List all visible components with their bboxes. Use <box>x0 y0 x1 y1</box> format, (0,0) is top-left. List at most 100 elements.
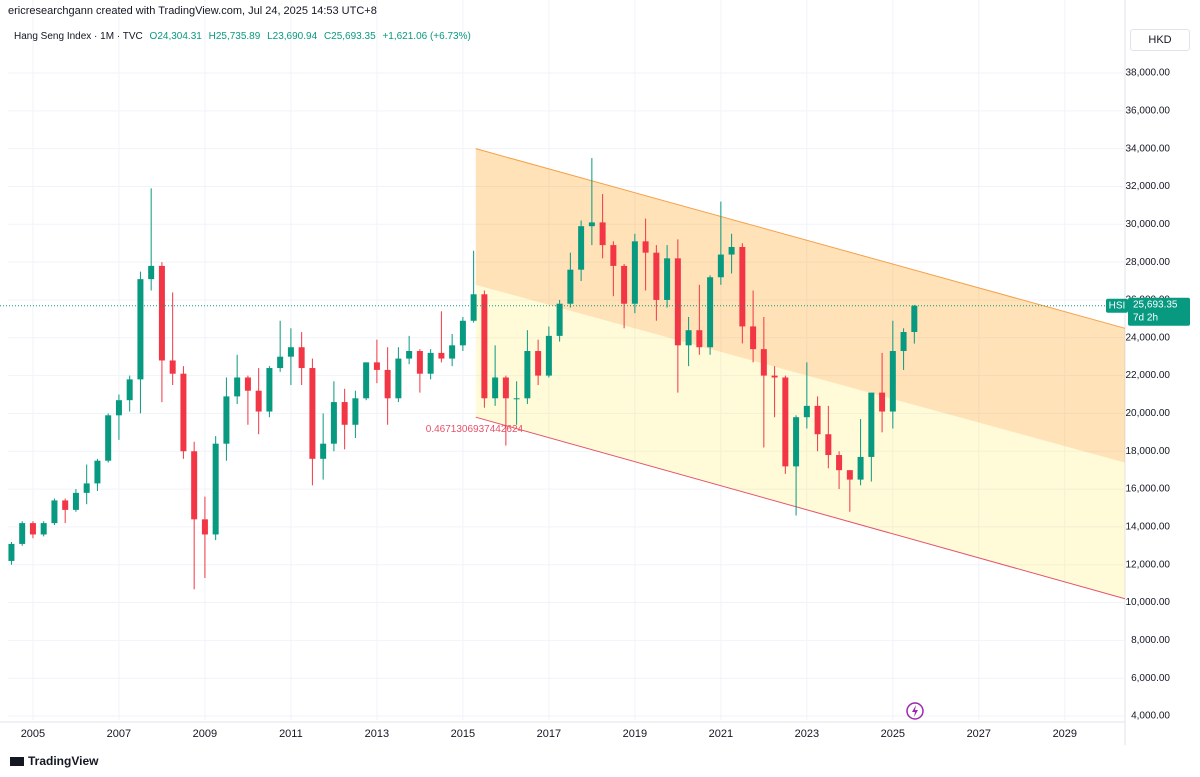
candle-body <box>94 460 101 484</box>
candle-body <box>610 245 617 266</box>
candle-body <box>416 351 423 374</box>
candle-body <box>158 265 165 361</box>
candle-body <box>803 405 810 418</box>
candle-body <box>631 241 638 304</box>
candle-body <box>481 294 488 399</box>
candle-body <box>363 362 370 399</box>
candle-body <box>287 347 294 357</box>
candle-body <box>556 303 563 336</box>
channel-upper-band <box>475 148 1125 463</box>
candle-body <box>535 351 542 376</box>
x-tick-label: 2015 <box>451 728 475 740</box>
candle-body <box>309 368 316 459</box>
candle-body <box>191 451 198 520</box>
candle-body <box>137 279 144 380</box>
candle-body <box>717 254 724 278</box>
x-tick-label: 2027 <box>967 728 991 740</box>
candle-body <box>180 373 187 452</box>
candle-body <box>685 330 692 346</box>
candle-body <box>492 377 499 399</box>
candle-body <box>51 500 58 524</box>
channel-lower-band <box>475 284 1125 599</box>
candle-body <box>513 398 520 400</box>
x-tick-label: 2009 <box>193 728 217 740</box>
candle-body <box>244 377 251 391</box>
y-tick-label: 4,000.00 <box>1131 711 1170 722</box>
candle-body <box>524 351 531 399</box>
brand[interactable]: TradingView <box>10 754 98 768</box>
x-tick-label: 2029 <box>1053 728 1077 740</box>
candle-body <box>384 369 391 399</box>
candle-body <box>750 326 757 350</box>
candle-body <box>642 241 649 253</box>
candle-body <box>320 443 327 459</box>
candle-body <box>879 392 886 412</box>
candle-body <box>449 345 456 359</box>
x-tick-label: 2005 <box>21 728 45 740</box>
candle-body <box>212 443 219 535</box>
y-tick-label: 22,000.00 <box>1126 370 1171 381</box>
candle-body <box>793 417 800 467</box>
candle-body <box>105 415 112 461</box>
candle-body <box>588 222 595 227</box>
x-tick-label: 2017 <box>537 728 561 740</box>
alert-icon-bolt <box>912 705 918 717</box>
price-tag <box>1128 297 1190 326</box>
candle-body <box>169 360 176 374</box>
candle-body <box>739 246 746 327</box>
candle-body <box>438 352 445 359</box>
candle-body <box>836 455 843 471</box>
candle-body <box>427 352 434 374</box>
candle-body <box>470 294 477 321</box>
candle-body <box>40 523 47 535</box>
low: L23,690.94 <box>267 31 318 42</box>
y-tick-label: 10,000.00 <box>1126 597 1171 608</box>
candle-body <box>578 226 585 270</box>
candle-body <box>707 277 714 348</box>
candle-body <box>545 335 552 376</box>
candle-body <box>846 470 853 480</box>
candle-body <box>341 402 348 425</box>
candle-body <box>29 523 36 535</box>
y-tick-label: 6,000.00 <box>1131 673 1170 684</box>
candle-body <box>459 320 466 346</box>
candle-body <box>234 377 241 397</box>
candle-body <box>19 523 26 544</box>
channel-lower <box>475 416 1126 600</box>
candle-body <box>502 377 509 399</box>
alert-icon <box>906 702 924 720</box>
y-tick-label: 18,000.00 <box>1126 446 1171 457</box>
candle-body <box>696 330 703 348</box>
close: C25,693.35 <box>323 31 376 42</box>
y-tick-label: 12,000.00 <box>1126 559 1171 570</box>
y-tick-label: 30,000.00 <box>1126 219 1171 230</box>
price-tag-value: 25,693.35 <box>1133 299 1178 310</box>
candle-body <box>900 332 907 352</box>
candle-body <box>8 543 15 561</box>
candle-body <box>223 396 230 444</box>
candle-body <box>115 400 122 416</box>
candle-body <box>911 305 918 333</box>
x-tick-label: 2011 <box>279 728 303 740</box>
candle-body <box>825 434 832 456</box>
symbol[interactable]: Hang Seng Index · 1M · TVC <box>14 31 143 42</box>
y-tick-label: 34,000.00 <box>1126 143 1171 154</box>
candle-body <box>868 392 875 457</box>
x-tick-label: 2023 <box>795 728 819 740</box>
x-tick-label: 2007 <box>107 728 131 740</box>
candle-body <box>266 368 273 412</box>
candle-body <box>814 405 821 435</box>
change: +1,621.06 (+6.73%) <box>382 31 471 42</box>
currency-button[interactable]: HKD <box>1130 29 1190 51</box>
candle-body <box>653 252 660 300</box>
candle-body <box>62 500 69 510</box>
logo <box>10 757 24 767</box>
candle-body <box>255 390 262 412</box>
credit: ericresearchgann created with TradingVie… <box>8 5 377 17</box>
candle-body <box>330 402 337 444</box>
candle-body <box>373 362 380 370</box>
legend: Hang Seng Index · 1M · TVC O24,304.31 H2… <box>14 31 475 42</box>
candle-body <box>771 375 778 378</box>
